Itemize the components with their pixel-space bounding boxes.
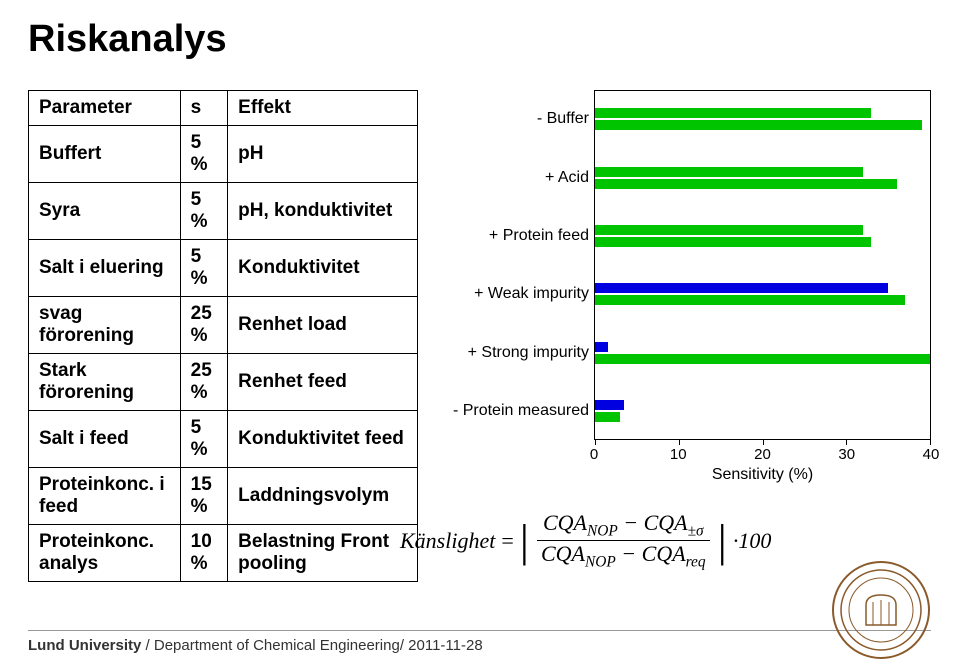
table-cell: Buffert <box>29 126 181 183</box>
chart-bar <box>595 120 922 130</box>
chart-bar <box>595 295 905 305</box>
chart-bar <box>595 412 620 422</box>
content-row: Parameter s Effekt Buffert5 %pHSyra5 %pH… <box>28 90 931 582</box>
chart-x-tick <box>930 439 931 445</box>
table-row: svag förorening25 %Renhet load <box>29 297 418 354</box>
minus-sign: − <box>621 541 641 566</box>
sensitivity-chart: - Buffer + Acid + Protein feed + Weak impur… <box>434 90 931 490</box>
footer-text: Lund University / Department of Chemical… <box>28 637 483 654</box>
den-left-sub: NOP <box>585 554 616 571</box>
chart-y-label: + Weak impurity <box>434 285 589 303</box>
chart-y-label: + Protein feed <box>434 227 589 245</box>
num-left-sub: NOP <box>587 522 618 539</box>
sensitivity-formula: Känslighet = | CQANOP − CQA±σ CQANOP − C… <box>400 510 771 572</box>
abs-bar-right: | <box>718 520 727 561</box>
th-parameter: Parameter <box>29 91 181 126</box>
chart-bar <box>595 342 608 352</box>
chart-x-tick <box>846 439 847 445</box>
chart-plot-area <box>594 90 931 440</box>
table-cell: Syra <box>29 183 181 240</box>
table-row: Stark förorening25 %Renhet feed <box>29 354 418 411</box>
formula-times-100: ·100 <box>733 528 772 554</box>
th-s: s <box>180 91 228 126</box>
table-cell: 5 % <box>180 411 228 468</box>
den-right-sub: req <box>686 554 706 571</box>
table-cell: 5 % <box>180 126 228 183</box>
table-row: Salt i eluering5 %Konduktivitet <box>29 240 418 297</box>
minus-sign: − <box>623 510 643 535</box>
chart-x-tick-label: 40 <box>923 446 940 463</box>
table-row: Proteinkonc. analys10 %Belastning Front … <box>29 525 418 582</box>
chart-y-label: - Buffer <box>434 110 589 128</box>
slide-footer: Lund University / Department of Chemical… <box>28 630 931 654</box>
slide-title: Riskanalys <box>28 18 227 61</box>
chart-x-tick <box>595 439 596 445</box>
equals-sign: = <box>501 528 513 554</box>
table-cell: Konduktivitet feed <box>228 411 418 468</box>
chart-bar <box>595 179 897 189</box>
table-cell: Salt i eluering <box>29 240 181 297</box>
num-right: CQA <box>644 510 688 535</box>
university-seal-icon <box>831 560 931 660</box>
table-cell: Proteinkonc. analys <box>29 525 181 582</box>
table-cell: 10 % <box>180 525 228 582</box>
chart-y-label: + Strong impurity <box>434 344 589 362</box>
table-cell: Belastning Front pooling <box>228 525 418 582</box>
formula-fraction: CQANOP − CQA±σ CQANOP − CQAreq <box>535 510 712 572</box>
chart-x-tick-label: 10 <box>670 446 687 463</box>
chart-x-axis-title: Sensitivity (%) <box>712 466 813 484</box>
table-header-row: Parameter s Effekt <box>29 91 418 126</box>
table-cell: pH, konduktivitet <box>228 183 418 240</box>
table-cell: Renhet feed <box>228 354 418 411</box>
table-row: Buffert5 %pH <box>29 126 418 183</box>
table-cell: 25 % <box>180 297 228 354</box>
chart-x-tick <box>763 439 764 445</box>
chart-y-label: - Protein measured <box>434 402 589 420</box>
table-cell: 5 % <box>180 240 228 297</box>
chart-bar <box>595 237 871 247</box>
chart-bar <box>595 400 624 410</box>
chart-bar <box>595 225 863 235</box>
th-effekt: Effekt <box>228 91 418 126</box>
table-row: Syra5 %pH, konduktivitet <box>29 183 418 240</box>
table-cell: Stark förorening <box>29 354 181 411</box>
table-cell: Laddningsvolym <box>228 468 418 525</box>
chart-bar <box>595 354 930 364</box>
table-cell: Renhet load <box>228 297 418 354</box>
chart-y-label: + Acid <box>434 169 589 187</box>
parameter-table-wrap: Parameter s Effekt Buffert5 %pHSyra5 %pH… <box>28 90 418 582</box>
chart-x-tick <box>679 439 680 445</box>
chart-x-tick-label: 20 <box>754 446 771 463</box>
formula-denominator: CQANOP − CQAreq <box>535 541 712 571</box>
table-cell: Konduktivitet <box>228 240 418 297</box>
abs-bar-left: | <box>520 520 529 561</box>
table-cell: 25 % <box>180 354 228 411</box>
num-left: CQA <box>543 510 587 535</box>
table-cell: Proteinkonc. i feed <box>29 468 181 525</box>
footer-university: Lund University <box>28 637 141 654</box>
table-cell: svag förorening <box>29 297 181 354</box>
chart-x-tick-label: 30 <box>838 446 855 463</box>
table-cell: 15 % <box>180 468 228 525</box>
table-row: Salt i feed5 %Konduktivitet feed <box>29 411 418 468</box>
den-right: CQA <box>642 541 686 566</box>
table-cell: 5 % <box>180 183 228 240</box>
footer-rest: / Department of Chemical Engineering/ 20… <box>141 637 482 654</box>
den-left: CQA <box>541 541 585 566</box>
formula-lhs: Känslighet <box>400 528 495 554</box>
chart-x-tick-label: 0 <box>590 446 598 463</box>
chart-bar <box>595 108 871 118</box>
table-cell: pH <box>228 126 418 183</box>
chart-bar <box>595 167 863 177</box>
formula-numerator: CQANOP − CQA±σ <box>537 510 710 541</box>
table-row: Proteinkonc. i feed15 %Laddningsvolym <box>29 468 418 525</box>
num-right-sub: ±σ <box>688 522 704 539</box>
parameter-table: Parameter s Effekt Buffert5 %pHSyra5 %pH… <box>28 90 418 582</box>
chart-bar <box>595 283 888 293</box>
table-cell: Salt i feed <box>29 411 181 468</box>
